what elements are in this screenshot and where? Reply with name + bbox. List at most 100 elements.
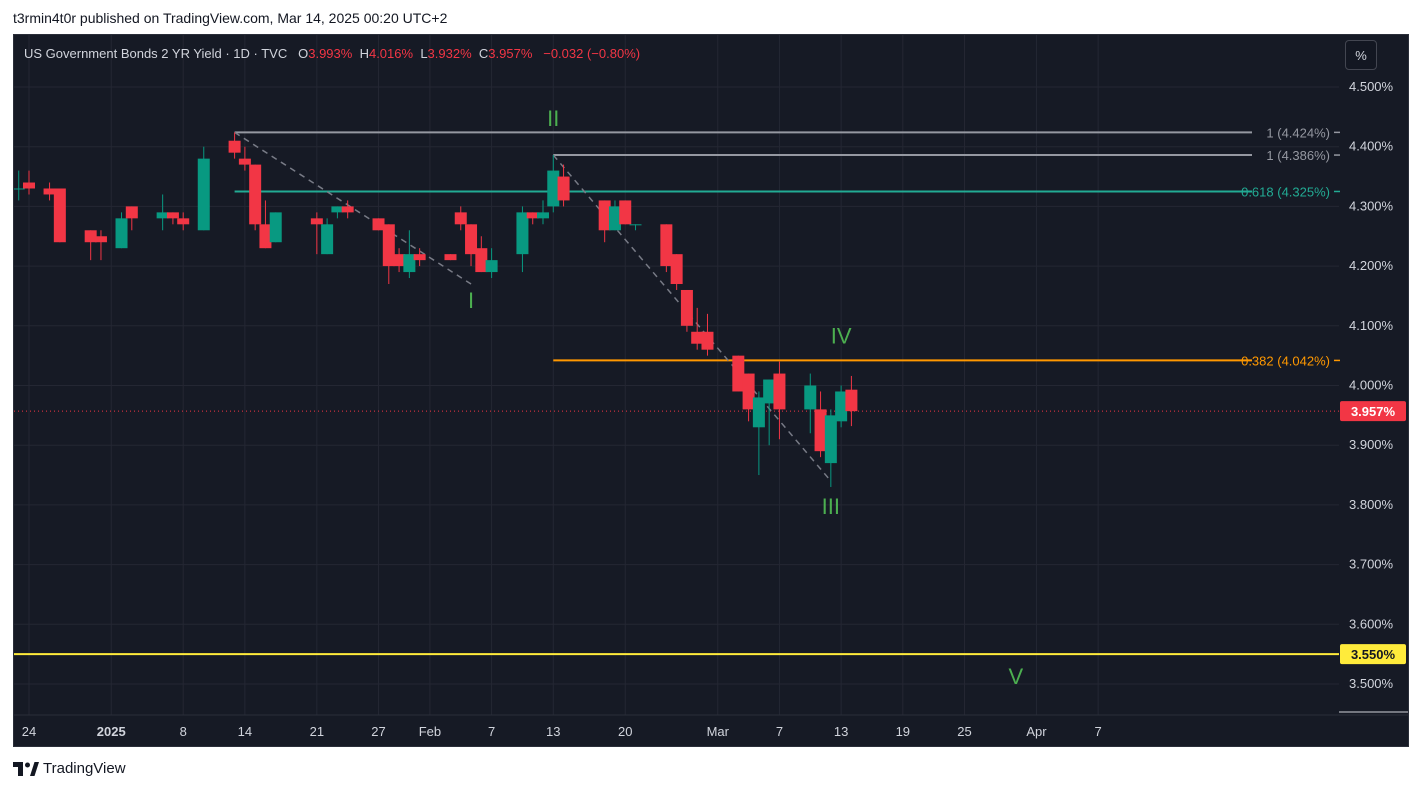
candle-down [773,373,786,410]
price-axis: 3.500% 3.600% 3.700% 3.800% 3.900% 4.000% 4.10… [1339,79,1408,713]
price-tick-label: 3.700% [1349,557,1394,572]
time-tick-label: 7 [1095,724,1102,739]
time-tick-label: 21 [310,724,324,739]
candle-down [691,331,704,344]
candle-down [619,200,632,225]
candle-up [516,212,529,255]
candle-down [598,200,611,231]
candles [14,132,858,487]
price-tick-label: 4.500% [1349,79,1394,94]
candle-down [413,254,426,261]
wave-dashed-line [234,131,472,285]
wave-label: III [822,494,840,519]
low-key: L [420,46,428,61]
last-price-box [1340,401,1406,422]
candle-down [526,212,539,219]
fib-level-label: 1 (4.386%) [1266,148,1330,163]
candle-up [197,158,210,231]
time-tick-label: Mar [707,724,730,739]
symbol-legend: US Government Bonds 2 YR Yield · 1D · TV… [24,46,640,61]
time-tick-label: 13 [834,724,848,739]
candle-up [629,224,642,226]
wave-label: I [468,288,474,313]
last-price-label: 3.957% [1351,404,1396,419]
candle-down [393,254,406,267]
price-tick-label: 3.900% [1349,437,1394,452]
time-tick-label: Apr [1026,724,1047,739]
tradingview-logo-icon [13,761,39,776]
candle-down [238,158,251,165]
time-tick-label: 27 [371,724,385,739]
wave-label: IV [831,324,852,349]
time-tick-label: 13 [546,724,560,739]
candle-up [824,415,837,464]
publisher-line: t3rmin4t0r published on TradingView.com,… [13,10,448,26]
target-price-box [1340,644,1406,665]
low-value: 3.932% [427,46,472,61]
candle-down [465,224,478,255]
fib-level-label: 0.382 (4.042%) [1241,353,1330,368]
candle-up [403,254,416,273]
price-tick-label: 3.600% [1349,616,1394,631]
open-value: 3.993% [308,46,353,61]
wave-label: V [1009,664,1024,689]
candle-down [53,188,66,243]
candle-down [475,248,488,273]
candle-down [177,218,190,225]
fib-level-label: 0.618 (4.325%) [1241,184,1330,199]
time-tick-label: 19 [896,724,910,739]
candle-up [14,188,25,190]
candle-up [269,212,282,243]
candle-down [84,230,97,243]
candle-down [670,254,683,285]
candle-up [608,206,621,231]
price-tick-label: 4.200% [1349,258,1394,273]
candle-down [732,355,745,392]
time-tick-label: 8 [180,724,187,739]
high-value: 4.016% [368,46,414,61]
candle-down [125,206,138,219]
candle-up [485,260,498,273]
candle-down [814,409,827,452]
close-key: C [478,46,489,61]
fib-level-label: 1 (4.424%) [1266,125,1330,140]
level-lines: 1 (4.424%) 1 (4.386%) 0.618 (4.325%) 0.382 … [14,125,1340,656]
wave-lines [234,131,832,482]
time-tick-label: 25 [957,724,971,739]
time-tick-label: 7 [488,724,495,739]
candle-down [228,140,241,153]
candle-up [752,397,765,428]
candle-down [23,182,35,189]
symbol-name: US Government Bonds 2 YR Yield · 1D · TV… [24,46,288,61]
wave-label: II [547,106,559,131]
time-axis: 24 2025 8 14 21 27 Feb 7 13 20 Mar 7 13 19 25 Apr 7 [22,724,1102,739]
target-price-label: 3.550% [1351,647,1396,662]
price-tick-label: 3.800% [1349,497,1394,512]
price-tick-label: 4.000% [1349,378,1394,393]
candle-down [372,218,385,231]
candle-up [804,385,817,410]
chart-panel[interactable]: 1 (4.424%) 1 (4.386%) 0.618 (4.325%) 0.382 … [13,34,1409,747]
candle-down [444,254,457,261]
candle-up [835,391,848,422]
candle-up [156,212,169,219]
candle-down [557,176,570,201]
candle-down [701,331,714,350]
candle-up [763,379,776,404]
tradingview-brand: TradingView [43,760,126,777]
candle-down [94,236,107,243]
tradingview-footer: TradingView [13,760,126,777]
candle-down [742,373,755,410]
chart-canvas[interactable]: 1 (4.424%) 1 (4.386%) 0.618 (4.325%) 0.382 … [14,35,1408,746]
candle-down [382,224,395,267]
grid [14,35,1408,716]
percent-scale-button[interactable]: % [1345,40,1377,70]
candle-up [115,218,128,249]
price-tick-label: 4.400% [1349,139,1394,154]
price-tick-label: 4.100% [1349,318,1394,333]
candle-down [310,218,323,225]
close-value: 3.957% [488,46,533,61]
candle-down [43,188,56,195]
candle-up [537,212,549,219]
